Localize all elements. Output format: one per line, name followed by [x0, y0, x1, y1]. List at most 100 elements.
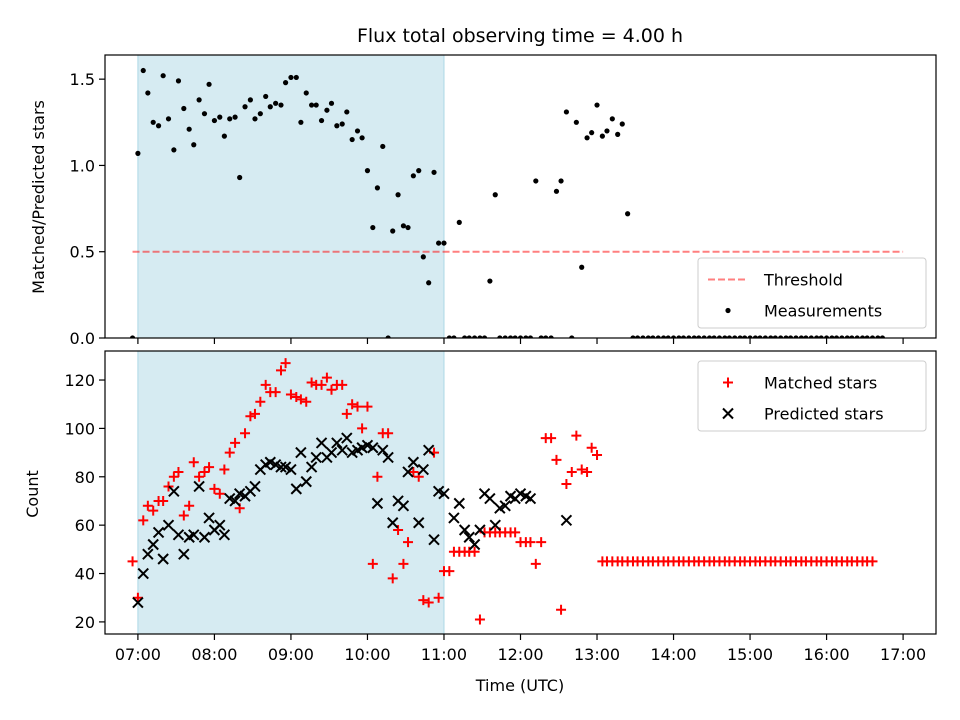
- measurement-point: [517, 335, 524, 338]
- matched-stars-point: [260, 379, 271, 390]
- matched-stars-point: [530, 558, 541, 569]
- matched-stars-point: [347, 399, 358, 410]
- measurement-point: [221, 133, 227, 139]
- matched-stars-point: [230, 437, 241, 448]
- matched-stars-point: [586, 442, 597, 453]
- measurement-point: [793, 335, 799, 338]
- measurement-point: [864, 335, 870, 338]
- measurement-point: [558, 178, 564, 184]
- measurement-point: [462, 335, 468, 338]
- top-y-axis-label: Matched/Predicted stars: [29, 100, 48, 294]
- predicted-stars-point: [371, 497, 384, 510]
- measurement-point: [589, 130, 595, 136]
- measurement-point: [492, 192, 498, 198]
- predicted-stars-point: [468, 538, 481, 551]
- measurement-point: [324, 107, 330, 113]
- predicted-stars-point: [336, 444, 348, 456]
- measurement-point: [400, 223, 407, 229]
- measurement-point: [742, 335, 748, 338]
- measurement-point: [829, 335, 835, 338]
- matched-stars-point: [127, 556, 138, 567]
- measurement-point: [441, 240, 447, 246]
- measurement-point: [507, 335, 514, 338]
- matched-stars-point: [556, 604, 567, 615]
- measurement-point: [477, 335, 483, 338]
- x-tick-label: 07:00: [115, 645, 161, 664]
- measurement-point: [354, 128, 361, 134]
- predicted-stars-point: [428, 533, 440, 546]
- matched-stars-point: [571, 430, 582, 441]
- predicted-stars-point: [325, 446, 338, 459]
- predicted-stars-point: [484, 492, 496, 505]
- measurement-point: [523, 335, 529, 338]
- x-axis-label: Time (UTC): [475, 676, 564, 695]
- predicted-stars-point: [453, 497, 465, 510]
- predicted-stars-point: [198, 531, 211, 543]
- measurement-point: [129, 335, 136, 338]
- measurement-point: [655, 335, 661, 338]
- matched-stars-point: [433, 592, 444, 603]
- predicted-stars-point: [132, 596, 144, 609]
- x-tick-label: 16:00: [804, 645, 850, 664]
- matched-stars-point: [444, 566, 455, 577]
- predicted-stars-point: [407, 456, 420, 468]
- matched-stars-point: [561, 479, 572, 490]
- matched-stars-point: [224, 447, 235, 458]
- measurement-point: [548, 335, 554, 338]
- matched-stars-point: [510, 527, 521, 538]
- predicted-stars-point: [214, 519, 226, 531]
- matched-stars-point: [398, 558, 409, 569]
- predicted-stars-point: [178, 548, 190, 560]
- predicted-stars-point: [285, 463, 297, 476]
- predicted-stars-point: [402, 466, 414, 478]
- measurement-point: [563, 109, 570, 115]
- measurement-point: [696, 335, 702, 338]
- predicted-stars-point: [203, 512, 215, 524]
- measurement-point: [339, 121, 345, 127]
- measurement-point: [431, 169, 437, 175]
- measurement-point: [645, 335, 651, 338]
- measurement-point: [293, 74, 299, 81]
- predicted-stars-point: [162, 519, 175, 531]
- measurement-point: [416, 168, 422, 174]
- matched-stars-point: [367, 558, 378, 569]
- measurement-point: [768, 335, 774, 338]
- measurement-point: [206, 81, 212, 87]
- matched-stars-point: [403, 537, 414, 548]
- measurement-point: [676, 335, 682, 338]
- measurement-point: [615, 131, 621, 137]
- measurement-point: [456, 219, 462, 225]
- measurement-point: [201, 111, 208, 117]
- matched-stars-point: [188, 457, 199, 468]
- measurement-point: [869, 335, 876, 338]
- y-tick-label: 1.5: [70, 70, 95, 89]
- measurement-point: [165, 116, 172, 122]
- predicted-stars-point: [499, 500, 511, 512]
- matched-stars-point: [337, 379, 348, 390]
- measurement-point: [706, 335, 713, 338]
- measurement-point: [670, 335, 677, 338]
- matched-stars-point: [536, 537, 547, 548]
- predicted-stars-point: [152, 526, 165, 539]
- measurement-point: [227, 116, 233, 122]
- y-tick-label: 0.5: [70, 243, 95, 262]
- predicted-stars-point: [249, 480, 261, 493]
- predicted-stars-point: [147, 538, 159, 551]
- measurement-point: [701, 335, 707, 338]
- matched-stars-point: [352, 401, 363, 412]
- measurement-point: [313, 102, 319, 108]
- measurement-point: [665, 335, 671, 338]
- measurement-point: [145, 90, 151, 96]
- matched-stars-point: [357, 423, 368, 434]
- predicted-stars-point: [168, 485, 180, 497]
- measurement-point: [359, 135, 365, 141]
- x-tick-label: 14:00: [650, 645, 696, 664]
- matched-stars-point: [209, 483, 220, 494]
- predicted-stars-point: [300, 475, 312, 488]
- measurement-point: [217, 114, 223, 120]
- predicted-stars-point: [341, 432, 353, 444]
- matched-stars-point: [393, 524, 404, 535]
- matched-stars-point: [158, 495, 169, 506]
- matched-stars-point: [275, 365, 286, 376]
- measurement-point: [318, 117, 325, 124]
